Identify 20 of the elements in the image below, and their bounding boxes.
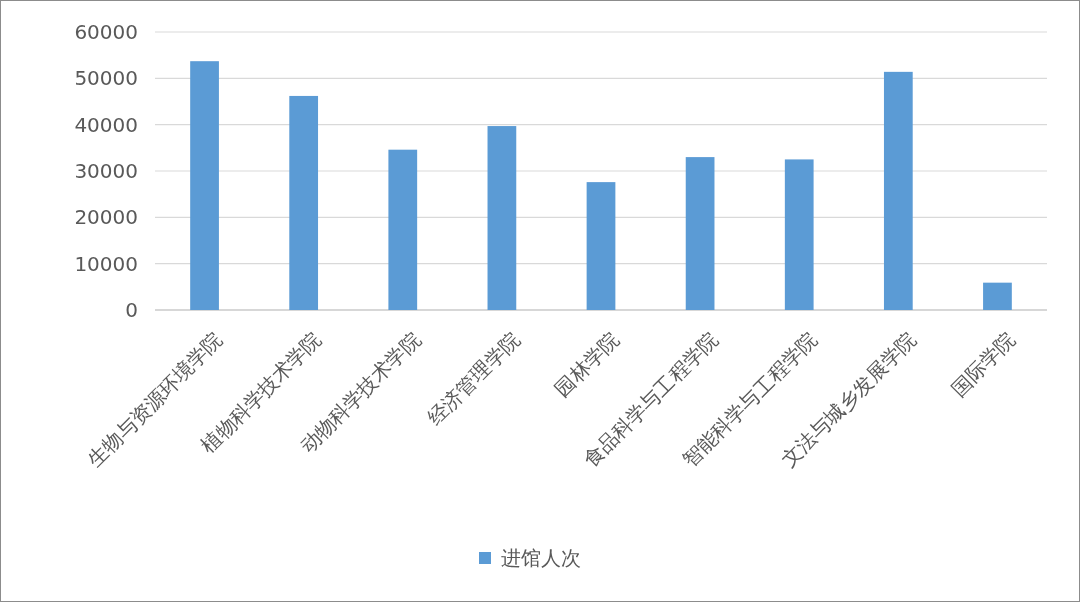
y-tick-label: 0: [125, 298, 138, 322]
x-tick-label: 园林学院: [549, 327, 624, 402]
y-tick-label: 10000: [74, 251, 138, 276]
bar: [586, 182, 616, 310]
y-tick-label: 30000: [74, 159, 138, 183]
bar: [784, 159, 814, 310]
x-tick-label: 经济管理学院: [422, 327, 525, 430]
y-tick-label: 20000: [74, 205, 138, 230]
bar: [685, 157, 715, 310]
bar: [983, 282, 1012, 310]
bar: [190, 61, 219, 310]
x-tick-label: 国际学院: [946, 327, 1020, 402]
y-tick-label: 60000: [74, 20, 138, 44]
bar: [388, 149, 418, 310]
bar: [487, 126, 517, 310]
y-tick-label: 40000: [74, 112, 138, 137]
bar: [883, 71, 913, 310]
y-tick-label: 50000: [74, 66, 138, 91]
bar: [289, 95, 319, 310]
legend-label: 进馆人次: [501, 546, 581, 570]
